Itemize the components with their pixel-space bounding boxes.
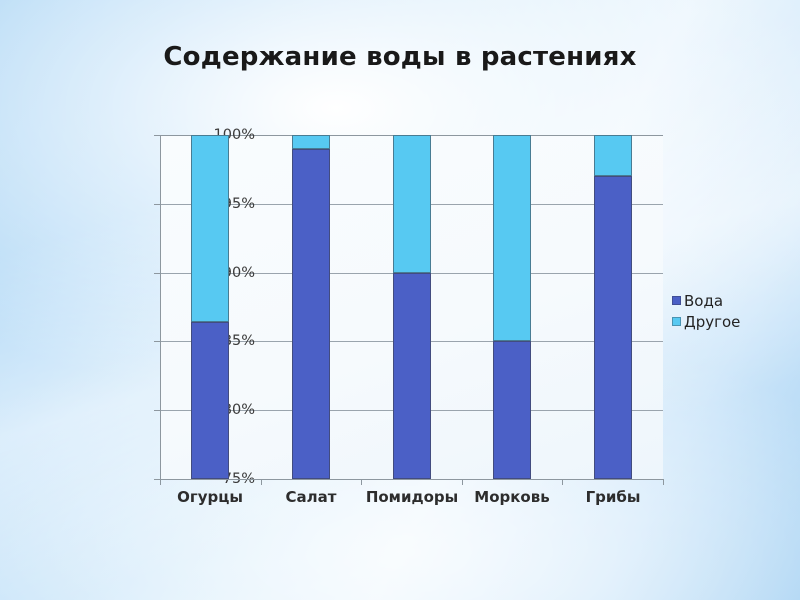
x-axis-label: Морковь [474, 488, 550, 506]
bar-group[interactable] [191, 135, 229, 479]
bar-group[interactable] [493, 135, 531, 479]
bar-segment-water[interactable] [393, 272, 431, 479]
y-axis-line [160, 135, 161, 479]
bar-segment-other[interactable] [594, 135, 632, 177]
x-axis-tick [562, 479, 563, 485]
x-axis-tick [462, 479, 463, 485]
y-axis-tick [154, 135, 160, 136]
bar-segment-water[interactable] [493, 341, 531, 479]
chart-plot-container: 100% 95% 90% 85% 80% 75% Огурцы Салат Помидоры М… [88, 120, 768, 520]
y-axis-label: 90% [222, 265, 255, 281]
legend-item[interactable]: Другое [672, 311, 768, 332]
x-axis-label: Помидоры [365, 488, 459, 506]
bar-segment-other[interactable] [191, 135, 229, 323]
legend-swatch-icon [672, 317, 681, 326]
y-axis-tick [154, 479, 160, 480]
legend-label: Другое [684, 312, 741, 331]
legend-item[interactable]: Вода [672, 290, 768, 311]
bar-segment-water[interactable] [594, 176, 632, 479]
chart-title: Содержание воды в растениях [163, 42, 637, 72]
bar-group[interactable] [292, 135, 330, 479]
x-axis-tick [261, 479, 262, 485]
x-axis-label: Салат [285, 488, 337, 506]
y-axis-label: 85% [222, 333, 255, 349]
bar-group[interactable] [594, 135, 632, 479]
y-axis-tick [154, 410, 160, 411]
y-axis-label: 80% [222, 402, 255, 418]
bar-segment-other[interactable] [393, 135, 431, 273]
x-axis-label: Огурцы [177, 488, 243, 506]
bar-group[interactable] [393, 135, 431, 479]
bar-segment-other[interactable] [292, 135, 330, 149]
bar-segment-water[interactable] [292, 148, 330, 479]
legend-label: Вода [684, 291, 724, 310]
y-axis-tick [154, 273, 160, 274]
y-axis-label: 95% [222, 196, 255, 212]
legend-swatch-icon [672, 296, 681, 305]
bar-segment-other[interactable] [493, 135, 531, 342]
x-axis-tick [361, 479, 362, 485]
x-axis-tick [160, 479, 161, 485]
x-axis-line [160, 479, 663, 480]
y-axis-tick [154, 341, 160, 342]
x-axis-label: Грибы [585, 488, 641, 506]
x-axis-tick [663, 479, 664, 485]
y-axis-tick [154, 204, 160, 205]
chart-legend: Вода Другое [672, 290, 768, 332]
bar-segment-water[interactable] [191, 322, 229, 479]
